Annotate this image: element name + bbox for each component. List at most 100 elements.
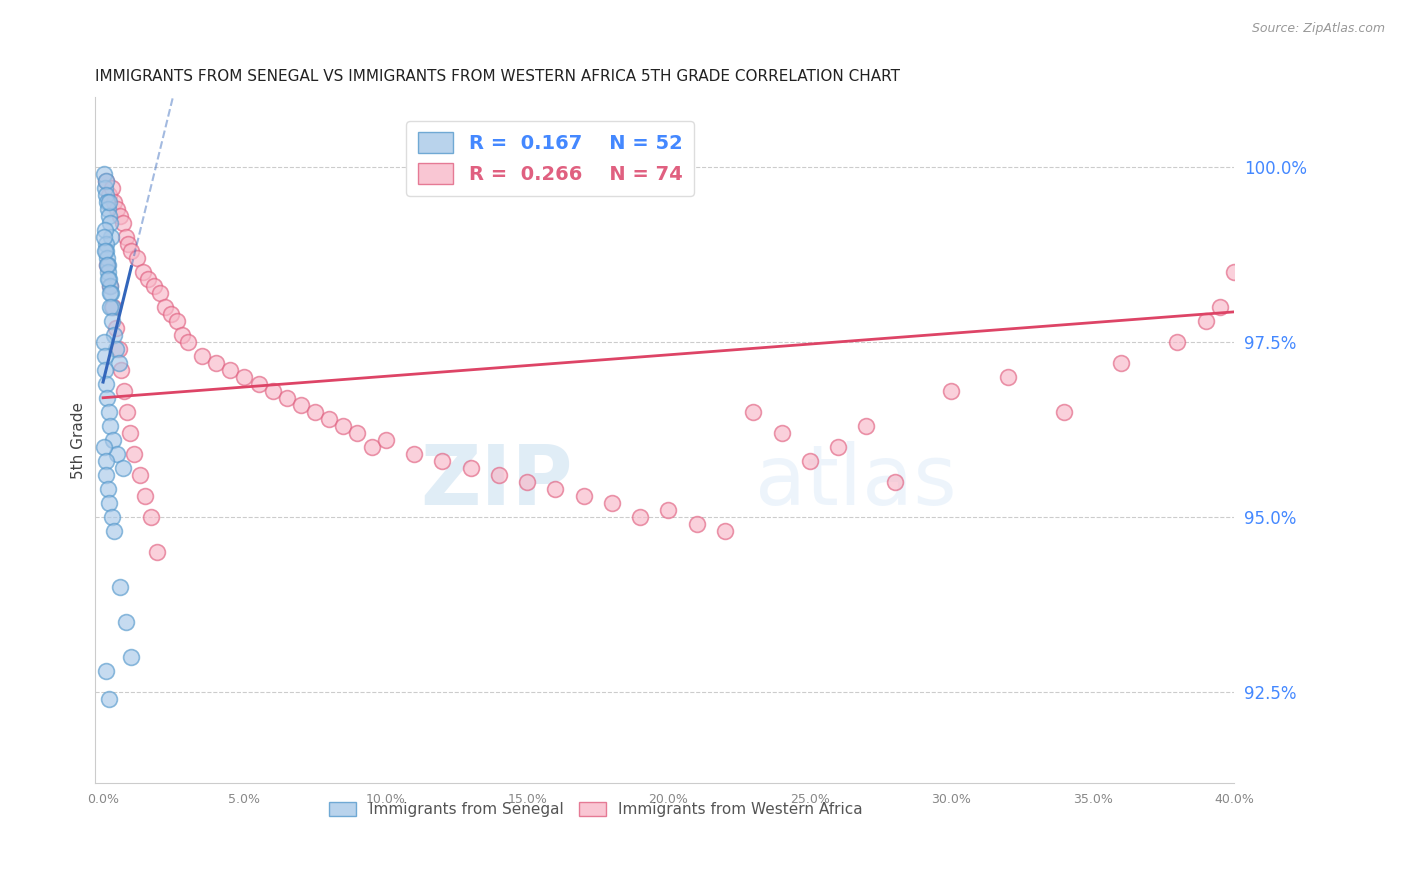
Point (346, 426, 368, 441)
Point (96, 188, 118, 202)
Point (96, 258, 118, 272)
Point (111, 216, 134, 230)
Point (94, 223, 117, 237)
Point (103, 195, 125, 210)
Point (112, 384, 135, 398)
Point (799, 454, 821, 468)
Point (98, 216, 121, 230)
Point (108, 209, 131, 223)
Point (98, 286, 121, 301)
Point (105, 447, 128, 461)
Point (139, 510, 162, 524)
Point (572, 489, 595, 503)
Point (332, 419, 354, 434)
Point (1053, 405, 1076, 419)
Point (770, 426, 793, 441)
Point (360, 440, 382, 454)
Point (98, 279, 121, 293)
Point (94, 237, 117, 252)
Point (628, 510, 651, 524)
Point (374, 433, 396, 447)
Point (172, 328, 194, 343)
Point (1195, 314, 1218, 328)
Point (98, 195, 121, 210)
Point (96, 468, 118, 483)
Point (100, 181, 122, 195)
Point (96, 377, 118, 392)
Point (94, 664, 117, 678)
Point (103, 524, 125, 538)
Point (97, 202, 120, 216)
Point (432, 454, 454, 468)
Point (101, 300, 124, 314)
Point (94, 174, 117, 188)
Point (883, 475, 905, 489)
Point (97, 482, 120, 496)
Point (97, 265, 120, 279)
Point (142, 279, 165, 293)
Point (105, 202, 128, 216)
Point (97, 405, 120, 419)
Text: ZIP: ZIP (420, 441, 574, 522)
Point (544, 482, 567, 496)
Point (104, 321, 127, 335)
Point (100, 300, 122, 314)
Point (100, 230, 122, 244)
Point (134, 489, 156, 503)
Point (128, 468, 150, 483)
Point (108, 580, 131, 594)
Point (276, 391, 298, 405)
Point (120, 650, 142, 665)
Point (460, 461, 482, 475)
Point (96, 251, 118, 265)
Point (136, 272, 159, 286)
Point (827, 440, 849, 454)
Point (97, 258, 120, 272)
Point (100, 510, 122, 524)
Point (96, 195, 118, 210)
Text: IMMIGRANTS FROM SENEGAL VS IMMIGRANTS FROM WESTERN AFRICA 5TH GRADE CORRELATION : IMMIGRANTS FROM SENEGAL VS IMMIGRANTS FR… (94, 69, 900, 84)
Point (101, 314, 124, 328)
Point (98, 496, 121, 510)
Point (94, 349, 117, 363)
Point (290, 398, 312, 412)
Point (104, 342, 127, 356)
Point (488, 468, 510, 483)
Point (114, 615, 136, 629)
Point (1166, 335, 1188, 350)
Point (125, 251, 148, 265)
Point (304, 405, 326, 419)
Point (997, 370, 1019, 384)
Point (516, 475, 538, 489)
Point (160, 307, 183, 321)
Point (155, 300, 177, 314)
Point (686, 517, 709, 532)
Point (114, 230, 136, 244)
Point (103, 328, 125, 343)
Point (107, 342, 129, 356)
Point (742, 405, 765, 419)
Point (94, 181, 117, 195)
Point (191, 349, 214, 363)
Point (1209, 300, 1232, 314)
Point (96, 244, 118, 259)
Point (111, 461, 134, 475)
Point (118, 426, 141, 441)
Point (93, 335, 115, 350)
Text: Source: ZipAtlas.com: Source: ZipAtlas.com (1251, 22, 1385, 36)
Point (96, 258, 118, 272)
Point (657, 503, 679, 517)
Point (98, 419, 121, 434)
Point (120, 244, 142, 259)
Point (110, 363, 132, 377)
Point (941, 384, 963, 398)
Point (318, 412, 340, 426)
Point (100, 286, 122, 301)
Point (219, 363, 242, 377)
Point (1109, 356, 1132, 370)
Point (115, 405, 138, 419)
Point (600, 496, 623, 510)
Point (117, 237, 139, 252)
Point (166, 314, 188, 328)
Point (233, 370, 256, 384)
